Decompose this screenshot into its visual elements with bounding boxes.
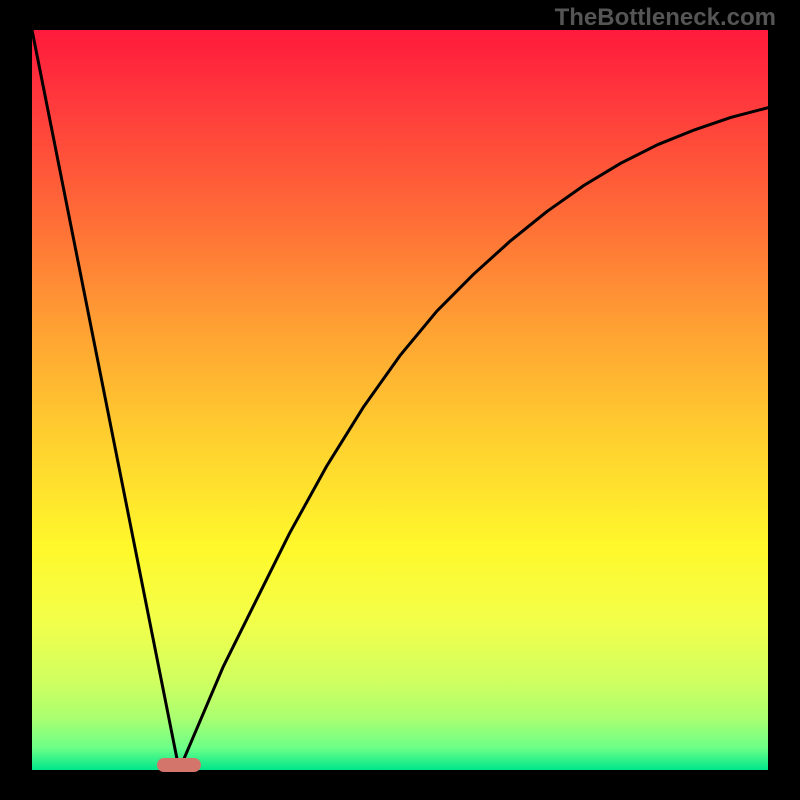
bottleneck-curve [32,30,768,770]
plot-area [32,30,768,770]
optimal-marker [157,758,201,772]
chart-container: TheBottleneck.com [0,0,800,800]
curve-path [32,30,768,770]
watermark-text: TheBottleneck.com [555,4,776,32]
